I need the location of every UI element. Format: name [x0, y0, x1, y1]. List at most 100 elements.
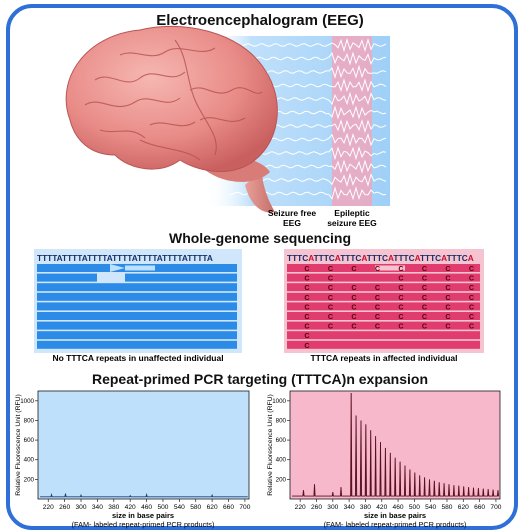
read-c-letter: C: [469, 264, 474, 273]
seq-part: A: [415, 253, 421, 263]
read-c-letter: C: [445, 283, 450, 292]
seq-part: A: [361, 253, 367, 263]
read-c-letter: C: [422, 264, 427, 273]
y-tick-label: 800: [276, 417, 287, 424]
read-c-letter: C: [351, 322, 356, 331]
y-tick-label: 600: [24, 437, 35, 444]
read-c-letter: C: [398, 293, 403, 302]
x-tick-label: 220: [295, 504, 306, 511]
x-tick-label: 500: [409, 504, 420, 511]
read-c-letter: C: [422, 283, 427, 292]
read-c-letter: C: [445, 312, 450, 321]
read: [287, 340, 480, 349]
read-c-letter: C: [445, 322, 450, 331]
read-c-letter: C: [351, 293, 356, 302]
read-c-letter: C: [398, 264, 403, 273]
read: [37, 273, 97, 282]
x-tick-label: 300: [327, 504, 338, 511]
read-c-letter: C: [328, 283, 333, 292]
x-tick-label: 260: [311, 504, 322, 511]
read-c-letter: C: [304, 331, 309, 340]
normal-reads: [37, 264, 237, 349]
x-tick-label: 540: [174, 504, 185, 511]
label-epileptic-2: seizure EEG: [327, 218, 377, 228]
read-c-letter: C: [398, 312, 403, 321]
read: [125, 273, 237, 282]
read-c-letter: C: [445, 274, 450, 283]
read: [37, 321, 237, 330]
y-tick-label: 800: [24, 417, 35, 424]
x-tick-label: 540: [425, 504, 436, 511]
y-tick-label: 200: [24, 476, 35, 483]
read-gap: [125, 265, 155, 271]
x-tick-label: 580: [190, 504, 201, 511]
x-tick-label: 420: [376, 504, 387, 511]
x-tick-label: 300: [76, 504, 87, 511]
label-seizure-free-2: EEG: [283, 218, 301, 228]
x-tick-label: 380: [360, 504, 371, 511]
eeg-trace: [229, 37, 387, 53]
read: [37, 292, 237, 301]
x-tick-label: 500: [157, 504, 168, 511]
read-c-letter: C: [469, 322, 474, 331]
note-left: (FAM- labeled repeat-primed PCR products…: [72, 520, 215, 529]
x-tick-label: 620: [458, 504, 469, 511]
read-c-letter: C: [422, 312, 427, 321]
seq-part: A: [388, 253, 394, 263]
x-tick-label: 660: [223, 504, 234, 511]
read-c-letter: C: [469, 274, 474, 283]
read-c-letter: C: [375, 264, 380, 273]
seq-part: A: [468, 253, 474, 263]
x-tick-label: 660: [474, 504, 485, 511]
wgs-illustration: TTTTATTTTATTTTATTTTATTTTATTTTATTTTA TTTC…: [34, 249, 484, 363]
read-c-letter: C: [422, 322, 427, 331]
wgs-title: Whole-genome sequencing: [168, 230, 351, 246]
read-c-letter: C: [469, 283, 474, 292]
read-c-letter: C: [422, 274, 427, 283]
read-c-letter: C: [328, 322, 333, 331]
x-tick-label: 580: [441, 504, 452, 511]
chart-affected: 200 400 600 800 1000 220 260 300 340 380 420 460 500…: [272, 392, 502, 511]
affected-caption: TTTCA repeats in affected individual: [310, 353, 457, 363]
eeg-illustration: Seizure free EEG Epileptic seizure EEG: [65, 25, 390, 228]
read-c-letter: C: [422, 293, 427, 302]
xlabel-right: size in base pairs: [364, 511, 426, 520]
read-c-letter: C: [398, 302, 403, 311]
read-c-letter: C: [469, 293, 474, 302]
seq-part: A: [308, 253, 314, 263]
x-tick-label: 700: [490, 504, 501, 511]
affected-reads: C C C C C C C CC C C C C CC C C C C C C CC C C C C C C CC C C C C C C CC C…: [287, 264, 480, 350]
label-seizure-free-1: Seizure free: [268, 208, 316, 218]
eeg-title: Electroencephalogram (EEG): [156, 12, 364, 29]
normal-sequence: TTTTATTTTATTTTATTTTATTTTATTTTATTTTA: [37, 253, 213, 263]
affected-sequence: TTTCATTTCATTTCATTTCATTTCATTTCATTTCA: [287, 253, 474, 263]
y-tick-label: 600: [276, 437, 287, 444]
x-tick-label: 460: [141, 504, 152, 511]
seq-part: TTTC: [314, 253, 335, 263]
read-c-letter: C: [398, 322, 403, 331]
read: [287, 302, 480, 311]
brain: [65, 25, 278, 173]
read-c-letter: C: [375, 302, 380, 311]
read: [37, 302, 237, 311]
y-tick-label: 1000: [20, 398, 34, 405]
seq-part: TTTC: [447, 253, 468, 263]
read: [37, 312, 237, 320]
read-c-letter: C: [304, 322, 309, 331]
seq-part: TTTC: [420, 253, 441, 263]
ylabel-left: Relative Fluorescence Unit (RFU): [15, 394, 22, 496]
seq-part: TTTC: [367, 253, 388, 263]
x-tick-label: 260: [59, 504, 70, 511]
read-c-letter: C: [375, 312, 380, 321]
x-tick-label: 420: [125, 504, 136, 511]
read-c-letter: C: [351, 312, 356, 321]
read-c-letter: C: [445, 293, 450, 302]
read-c-letter: C: [375, 293, 380, 302]
read-c-letter: C: [375, 322, 380, 331]
y-tick-label: 400: [24, 457, 35, 464]
label-epileptic-1: Epileptic: [334, 208, 370, 218]
read: [287, 283, 480, 292]
read-c-letter: C: [351, 302, 356, 311]
read-c-letter: C: [328, 302, 333, 311]
